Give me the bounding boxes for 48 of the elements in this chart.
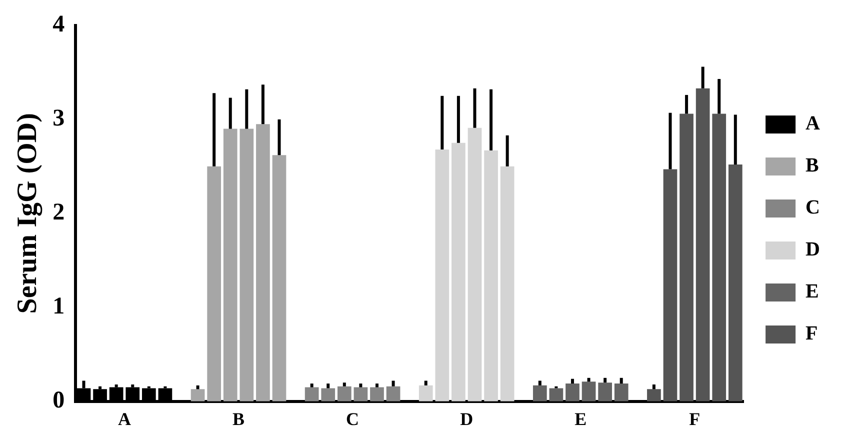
bar [663, 169, 678, 402]
legend-label: D [806, 238, 820, 261]
x-tick-label: E [574, 408, 587, 429]
legend-label: B [806, 154, 819, 177]
bar [452, 142, 466, 402]
bar [680, 114, 694, 402]
y-axis-title: Serum IgG (OD) [12, 113, 44, 314]
legend-label: C [806, 196, 820, 219]
bar [647, 389, 661, 402]
bar [468, 128, 482, 402]
bar [500, 166, 514, 402]
bar [207, 166, 222, 402]
y-tick-label: 0 [52, 388, 65, 414]
bar [598, 382, 612, 402]
bar [240, 128, 254, 402]
bar [190, 389, 205, 402]
bar [256, 124, 270, 402]
bar [321, 388, 336, 402]
bar [304, 387, 319, 402]
legend-label: F [806, 322, 818, 345]
bar [712, 114, 726, 402]
bar [386, 386, 400, 402]
bar [582, 382, 596, 402]
bar [354, 387, 368, 402]
bar [532, 385, 547, 402]
bar [696, 88, 710, 402]
bar [566, 384, 580, 402]
bar [370, 387, 384, 402]
x-tick-label: F [689, 408, 700, 429]
bar [418, 385, 433, 402]
x-tick-label: C [346, 408, 360, 429]
legend-label: A [806, 112, 821, 135]
y-tick-label: 3 [52, 106, 65, 132]
x-tick-label: B [232, 408, 245, 429]
y-tick-label: 4 [52, 12, 65, 38]
bar [728, 164, 742, 402]
bar [272, 155, 286, 402]
bar [614, 384, 628, 402]
bar [337, 386, 352, 402]
x-tick-label: A [118, 408, 131, 429]
bar [484, 150, 498, 402]
y-tick-label: 1 [52, 294, 65, 320]
x-tick-label: D [460, 408, 474, 429]
bar [549, 388, 564, 402]
bar [435, 149, 450, 402]
bar [223, 128, 238, 402]
legend-label: E [806, 280, 819, 303]
y-tick-label: 2 [52, 200, 65, 226]
